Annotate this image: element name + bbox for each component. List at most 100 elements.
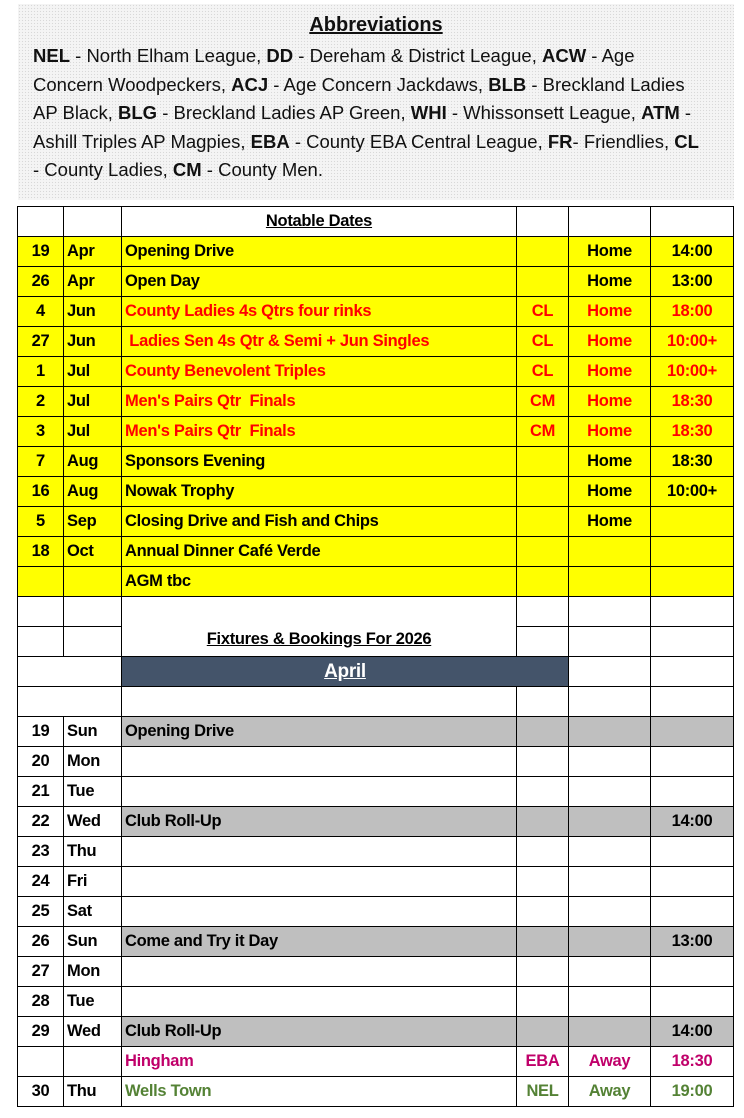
venue (568, 956, 651, 987)
time: 18:30 (650, 1046, 734, 1077)
league-code (516, 536, 569, 567)
time: 18:30 (650, 416, 734, 447)
weekday: Thu (63, 836, 122, 867)
league-code: CL (516, 296, 569, 327)
venue (568, 986, 651, 1017)
day: 28 (17, 986, 64, 1017)
venue (568, 536, 651, 567)
day: 19 (17, 236, 64, 267)
venue (568, 776, 651, 807)
month: Jul (63, 356, 122, 387)
day: 20 (17, 746, 64, 777)
day: 29 (17, 1016, 64, 1047)
league-code (516, 716, 569, 747)
event: Closing Drive and Fish and Chips (121, 506, 517, 537)
venue: Home (568, 506, 651, 537)
abbr-code: ATM (641, 102, 680, 123)
cell (568, 596, 651, 627)
day (17, 1046, 64, 1077)
venue: Away (568, 1076, 651, 1107)
cell (516, 626, 569, 657)
venue (568, 896, 651, 927)
time (650, 536, 734, 567)
day: 7 (17, 446, 64, 477)
abbr-text: - County Men. (201, 159, 323, 180)
event (121, 746, 517, 777)
venue (568, 746, 651, 777)
month-header: April (121, 656, 569, 687)
cell (650, 626, 734, 657)
venue (568, 926, 651, 957)
event: Men's Pairs Qtr Finals (121, 386, 517, 417)
day: 23 (17, 836, 64, 867)
day: 19 (17, 716, 64, 747)
cell (568, 626, 651, 657)
day: 24 (17, 866, 64, 897)
time: 14:00 (650, 806, 734, 837)
event (121, 836, 517, 867)
abbr-text: - County Ladies, (33, 130, 705, 180)
time: 18:00 (650, 296, 734, 327)
venue: Home (568, 326, 651, 357)
venue: Home (568, 236, 651, 267)
time: 19:00 (650, 1076, 734, 1107)
league-code (516, 836, 569, 867)
month: Jul (63, 386, 122, 417)
month: Jul (63, 416, 122, 447)
time: 13:00 (650, 926, 734, 957)
event: Opening Drive (121, 716, 517, 747)
abbr-code: EBA (250, 130, 290, 152)
event: Men's Pairs Qtr Finals (121, 416, 517, 447)
league-code (516, 446, 569, 477)
abbr-code: DD (266, 45, 294, 66)
league-code: CM (516, 386, 569, 417)
league-code (516, 956, 569, 987)
time (650, 956, 734, 987)
event: Hingham (121, 1046, 517, 1077)
time (650, 716, 734, 747)
time (650, 506, 734, 537)
venue: Home (568, 266, 651, 297)
league-code (516, 896, 569, 927)
cell (17, 656, 122, 687)
weekday: Tue (63, 776, 122, 807)
day: 3 (17, 416, 64, 447)
event: County Benevolent Triples (121, 356, 517, 387)
month: Jun (63, 296, 122, 327)
league-code (516, 236, 569, 267)
time: 18:30 (650, 446, 734, 477)
event: Ladies Sen 4s Qtr & Semi + Jun Singles (121, 326, 517, 357)
league-code (516, 806, 569, 837)
event: Come and Try it Day (121, 926, 517, 957)
venue (568, 866, 651, 897)
weekday: Sat (63, 896, 122, 927)
event (121, 776, 517, 807)
event: Sponsors Evening (121, 446, 517, 477)
venue (568, 806, 651, 837)
time (650, 986, 734, 1017)
month: Apr (63, 236, 122, 267)
abbr-code: NEL (33, 45, 70, 66)
venue: Away (568, 1046, 651, 1077)
abbr-text: - Dereham & District League, (293, 45, 542, 66)
league-code: NEL (516, 1076, 569, 1107)
abbreviations-text: NEL - North Elham League, DD - Dereham &… (33, 42, 709, 185)
league-code (516, 566, 569, 597)
abbr-text: - Whissonsett League, (446, 102, 642, 123)
event: County Ladies 4s Qtrs four rinks (121, 296, 517, 327)
league-code: CM (516, 416, 569, 447)
league-code (516, 866, 569, 897)
cell (650, 656, 734, 687)
section-title: Fixtures & Bookings For 2026 (121, 596, 517, 657)
abbr-code: BLG (118, 102, 158, 123)
cell (568, 686, 651, 717)
venue: Home (568, 476, 651, 507)
time: 14:00 (650, 236, 734, 267)
month: Jun (63, 326, 122, 357)
league-code (516, 266, 569, 297)
cell (516, 206, 569, 237)
day: 26 (17, 266, 64, 297)
cell (17, 596, 64, 627)
venue: Home (568, 386, 651, 417)
